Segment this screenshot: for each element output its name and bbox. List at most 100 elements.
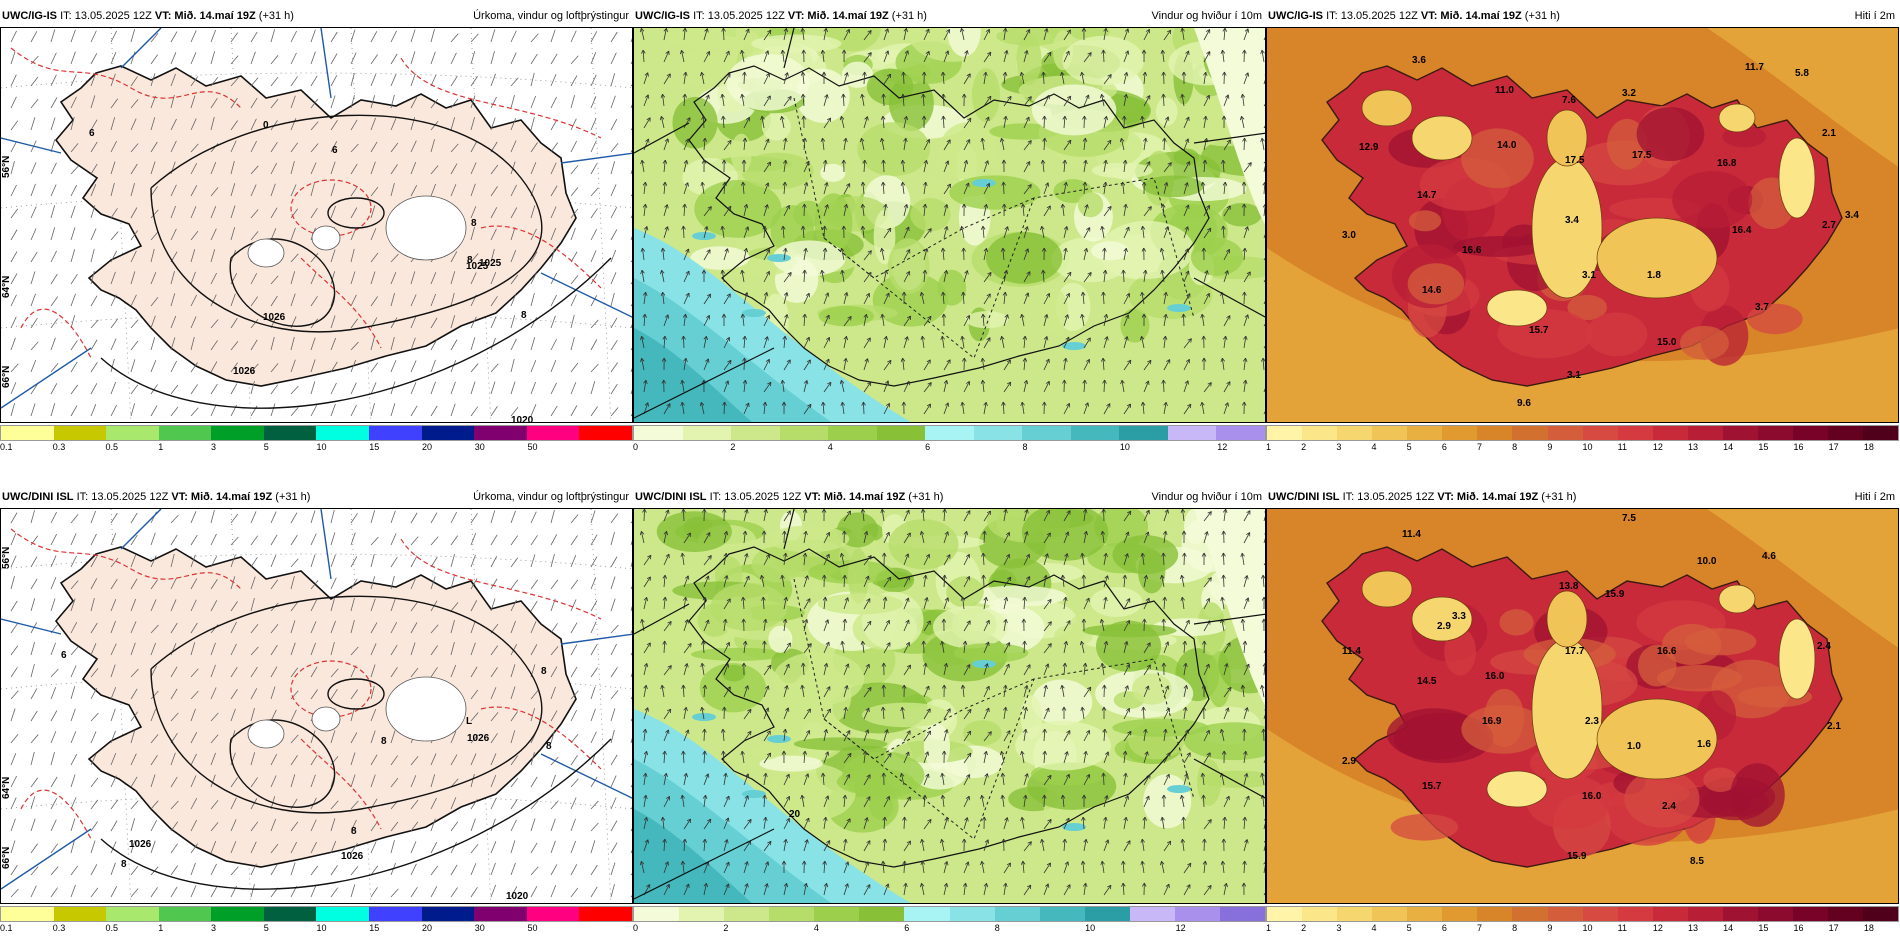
map-label: 56°N [1,156,12,178]
temperature-value: 17.5 [1565,155,1585,166]
temperature-value: 17.5 [1632,150,1652,161]
scale-swatch [1407,426,1443,440]
scale-tick-label: 3 [1336,923,1342,933]
isobars [100,595,612,890]
scale-swatch [1,426,54,440]
map-label: 20 [789,809,801,820]
scale-swatch [1687,907,1723,921]
wind-speed-field [634,509,1265,903]
map-label: 8 [121,859,127,870]
temperature-value: 8.5 [1690,856,1704,867]
map-area: 3.6 11.0 12.9 14.0 7.6 3.2 11.7 5.8 2.1 17.5 17.5 1… [1266,27,1899,423]
scale-swatch [1652,426,1688,440]
model-name: UWC/DINI ISL [2,491,74,503]
wind-barbs [10,29,632,417]
valid-time-label: VT: [154,10,172,22]
scale-swatch [1652,907,1688,921]
scale-swatch [1582,907,1618,921]
temperature-value: 4.6 [1762,551,1776,562]
map-label: 64°N [1,777,12,799]
scale-tick-label: 5 [1406,923,1412,933]
region-borders [793,578,1195,840]
valid-time-label: VT: [804,491,821,503]
map-label: 8 [541,666,547,677]
scale-swatch [1022,426,1071,440]
scale-swatch [1267,907,1303,921]
temperature-value: 16.0 [1485,671,1505,682]
forecast-offset: (+31 h) [908,491,944,503]
scale-tick-label: 16 [1793,442,1804,452]
issue-time: IT: 13.05.2025 12Z [693,10,785,22]
scale-swatch [211,907,264,921]
coastline [688,65,1210,387]
map-label: 66°N [1,847,12,869]
temperature-value: 1.0 [1627,741,1641,752]
scale-swatch [474,426,527,440]
temperature-value: 11.7 [1745,62,1764,73]
temperature-value: 3.0 [1342,230,1356,241]
scale-tick-label: 0 [633,923,639,933]
color-scale: 1 2 3 4 5 6 7 8 9 10 11 12 13 14 15 16 17 18 [1266,425,1899,455]
scale-swatch [1,907,54,921]
scale-tick-label: 10 [1119,442,1130,452]
map-labels: 3.6 11.0 12.9 14.0 7.6 3.2 11.7 5.8 2.1 17.5 17.5 1… [1342,55,1859,409]
scale-swatch [1792,907,1828,921]
temperature-value: 15.7 [1529,325,1549,336]
region-borders [793,97,1195,359]
map-label: 8 [471,218,477,229]
scale-tick-label: 0.1 [0,442,13,452]
valid-time-value: Mið. 14.maí 19Z [823,491,906,503]
scale-tick-label: 20 [422,442,433,452]
map-label: L [466,716,472,727]
scale-swatch [1687,426,1723,440]
scale-swatch [1547,907,1583,921]
panel-temp-igis: UWC/IG-IS IT: 13.05.2025 12Z VT: Mið. 14… [1266,5,1899,465]
blue-grid-lines [1,28,632,409]
model-name: UWC/IG-IS [1268,10,1323,22]
scale-tick-label: 20 [422,923,433,933]
map-labels: 1025 1026 1026 1025 1020 8 6 8 8 6 0 56°N 64°N 66°N [1,120,534,422]
sea-temperature-bands [1267,509,1898,903]
wind-barbs [10,509,632,898]
panel-header: UWC/DINI ISL IT: 13.05.2025 12Z VT: Mið.… [633,486,1266,508]
scale-tick-label: 6 [904,923,910,933]
map-svg: L 1026 1026 1020 1026 6 8 8 8 8 8 56°N 64°N 66°N [1,509,632,903]
scale-tick-label: 6 [1441,442,1447,452]
scale-tick-label: 15 [369,442,380,452]
scale-swatch [1337,907,1373,921]
scale-swatch [421,426,475,440]
map-label: 6 [332,145,338,156]
temperature-value: 3.1 [1567,370,1581,381]
scale-tick-label: 3 [1336,442,1342,452]
scale-swatch [724,907,770,921]
model-name: UWC/DINI ISL [635,491,707,503]
scale-tick-label: 12 [1175,923,1186,933]
temperature-value: 2.9 [1342,756,1356,767]
scale-swatch [876,426,926,440]
scale-tick-label: 12 [1217,442,1228,452]
temperature-value: 16.9 [1482,716,1502,727]
scale-tick-label: 15 [369,923,380,933]
scale-tick-label: 50 [527,442,538,452]
temperature-value: 2.4 [1817,641,1831,652]
iceland-land [54,546,577,868]
panel-title: Vindur og hviður í 10m [1151,10,1262,22]
issue-time: IT: 13.05.2025 12Z [709,491,802,503]
temperature-value: 15.0 [1657,337,1677,348]
scale-tick-label: 8 [1022,442,1028,452]
map-label: 1025 [466,261,489,272]
scale-swatch [814,907,860,921]
temperature-value: 3.4 [1565,215,1579,226]
panel-header: UWC/DINI ISL IT: 13.05.2025 12Z VT: Mið.… [0,486,633,508]
temperature-value: 2.4 [1662,801,1676,812]
map-label: 8 [546,741,552,752]
scale-swatch [1617,426,1653,440]
valid-time-value: Mið. 14.maí 19Z [1456,491,1539,503]
scale-swatch [1220,907,1266,921]
scale-swatch [904,907,950,921]
scale-tick-label: 3 [211,923,217,933]
grid-lines [634,28,1265,419]
lakes [692,179,1191,350]
scale-swatch [1792,426,1828,440]
map-labels: L 1026 1026 1020 1026 6 8 8 8 8 8 56°N 64°N 66°N [1,547,552,902]
